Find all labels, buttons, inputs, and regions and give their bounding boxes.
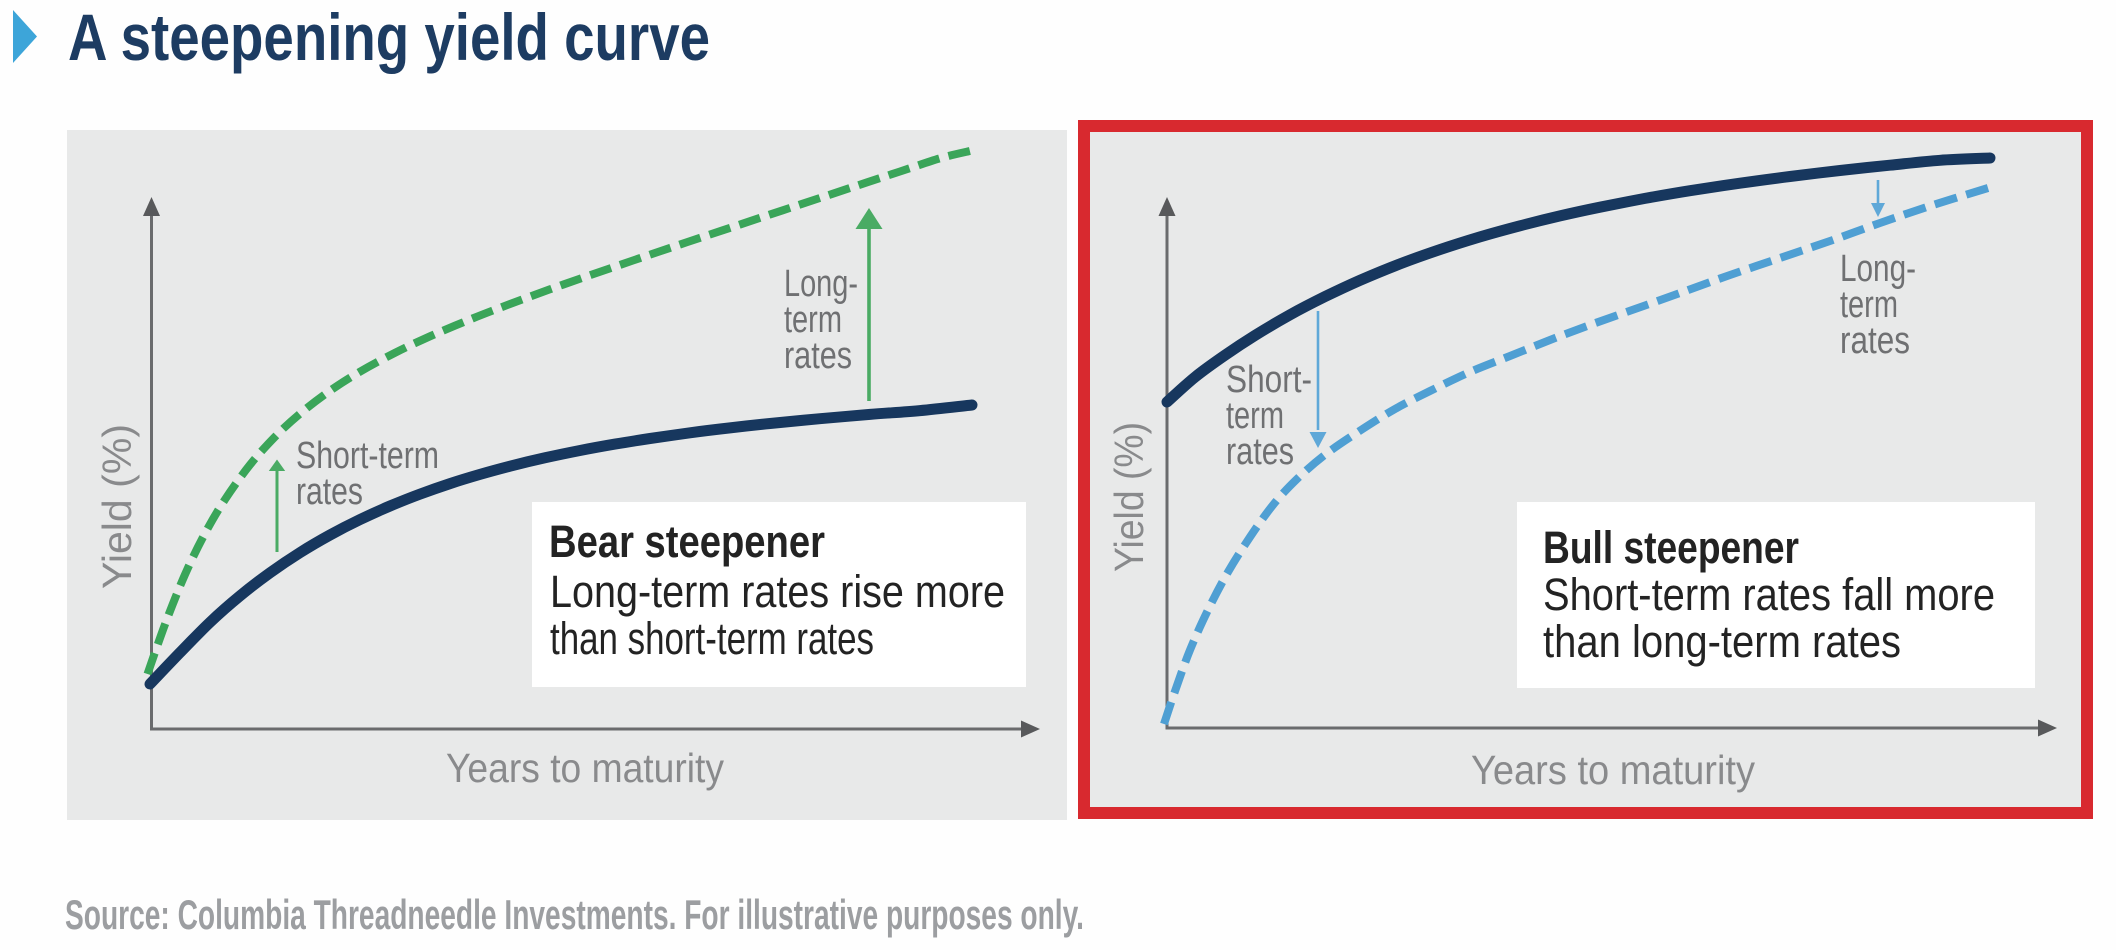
svg-text:rates: rates [1840,320,1910,362]
svg-text:Yield (%): Yield (%) [1106,422,1152,572]
svg-text:than long-term rates: than long-term rates [1543,616,1901,667]
svg-text:rates: rates [296,471,363,513]
svg-text:Long-term rates rise more: Long-term rates rise more [550,566,1005,617]
svg-text:Long-: Long- [784,263,858,305]
svg-text:term: term [1840,284,1898,326]
svg-text:rates: rates [1226,431,1294,473]
svg-text:term: term [784,299,842,341]
svg-text:Short-term rates fall more: Short-term rates fall more [1543,569,1995,620]
svg-text:Years to maturity: Years to maturity [446,745,724,791]
svg-text:A steepening yield curve: A steepening yield curve [68,0,710,74]
svg-text:Short-: Short- [1226,359,1312,401]
svg-text:Yield (%): Yield (%) [94,424,140,589]
svg-text:rates: rates [784,335,852,377]
svg-text:Bear steepener: Bear steepener [549,516,825,567]
svg-text:Source: Columbia Threadneedle: Source: Columbia Threadneedle Investment… [65,891,1084,938]
svg-text:than short-term rates: than short-term rates [550,613,874,664]
svg-text:term: term [1226,395,1284,437]
svg-text:Short-term: Short-term [296,435,439,477]
svg-text:Years to maturity: Years to maturity [1471,747,1755,793]
svg-text:Bull steepener: Bull steepener [1543,522,1799,573]
svg-text:Long-: Long- [1840,248,1916,290]
